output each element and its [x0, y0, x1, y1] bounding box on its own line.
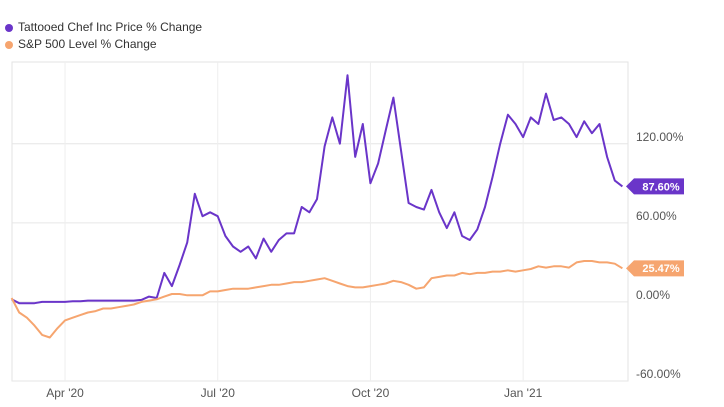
- end-label: 25.47%: [642, 263, 680, 275]
- x-tick-label: Oct '20: [352, 386, 390, 400]
- y-tick-label: -60.00%: [636, 367, 681, 381]
- end-label-tag: [626, 260, 684, 277]
- legend-marker: [5, 24, 13, 32]
- y-tick-label: 0.00%: [636, 288, 670, 302]
- plot-frame: [11, 61, 629, 382]
- end-label-tag: [626, 178, 684, 195]
- series-line: [10, 260, 623, 339]
- x-tick-label: Jul '20: [201, 386, 236, 400]
- x-tick-label: Jan '21: [504, 386, 543, 400]
- legend-marker: [5, 41, 13, 49]
- y-tick-label: 60.00%: [636, 209, 677, 223]
- legend-label: S&P 500 Level % Change: [18, 37, 157, 51]
- end-label: 87.60%: [642, 181, 680, 193]
- x-tick-label: Apr '20: [46, 386, 84, 400]
- legend-label: Tattooed Chef Inc Price % Change: [18, 20, 202, 34]
- series-line: [11, 74, 624, 305]
- y-tick-label: 120.00%: [636, 130, 684, 144]
